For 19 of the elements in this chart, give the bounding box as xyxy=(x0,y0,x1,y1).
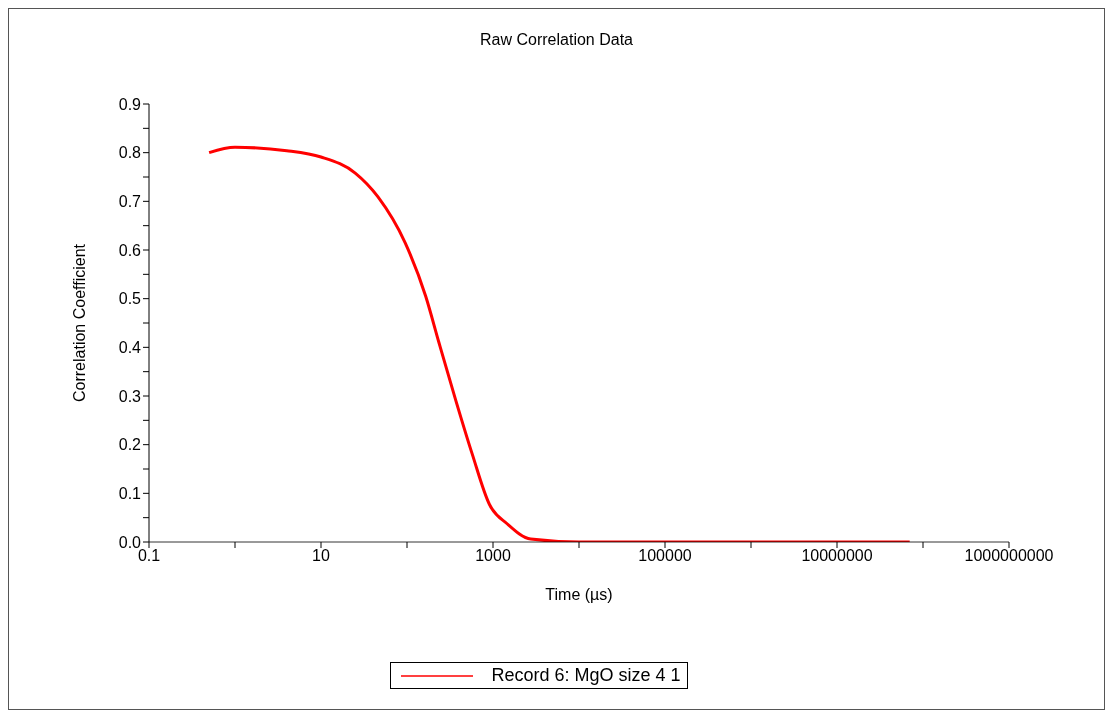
chart-title: Raw Correlation Data xyxy=(479,31,634,49)
y-tick-label: 0.1 xyxy=(118,485,142,503)
y-tick-label: 0.2 xyxy=(118,436,142,454)
y-tick-label: 0.5 xyxy=(118,290,142,308)
y-tick-label: 0.6 xyxy=(118,241,142,259)
legend-label: Record 6: MgO size 4 1 xyxy=(491,665,681,686)
y-tick-label: 0.3 xyxy=(118,387,142,405)
x-tick-label: 1000 xyxy=(475,547,511,565)
x-tick-label: 1000000000 xyxy=(964,547,1054,565)
y-tick-label: 0.8 xyxy=(118,144,142,162)
x-tick-label: 0.1 xyxy=(137,547,161,565)
x-axis-title: Time (µs) xyxy=(545,586,613,603)
y-tick-label: 0.7 xyxy=(118,193,142,211)
x-tick-label: 100000 xyxy=(638,547,692,565)
x-tick-label: 10000000 xyxy=(801,547,873,565)
y-tick-label: 0.4 xyxy=(118,339,142,357)
x-tick-label: 10 xyxy=(312,547,330,565)
y-tick-label: 0.9 xyxy=(118,95,142,113)
y-axis-title: Correlation Coefficient xyxy=(70,243,88,403)
